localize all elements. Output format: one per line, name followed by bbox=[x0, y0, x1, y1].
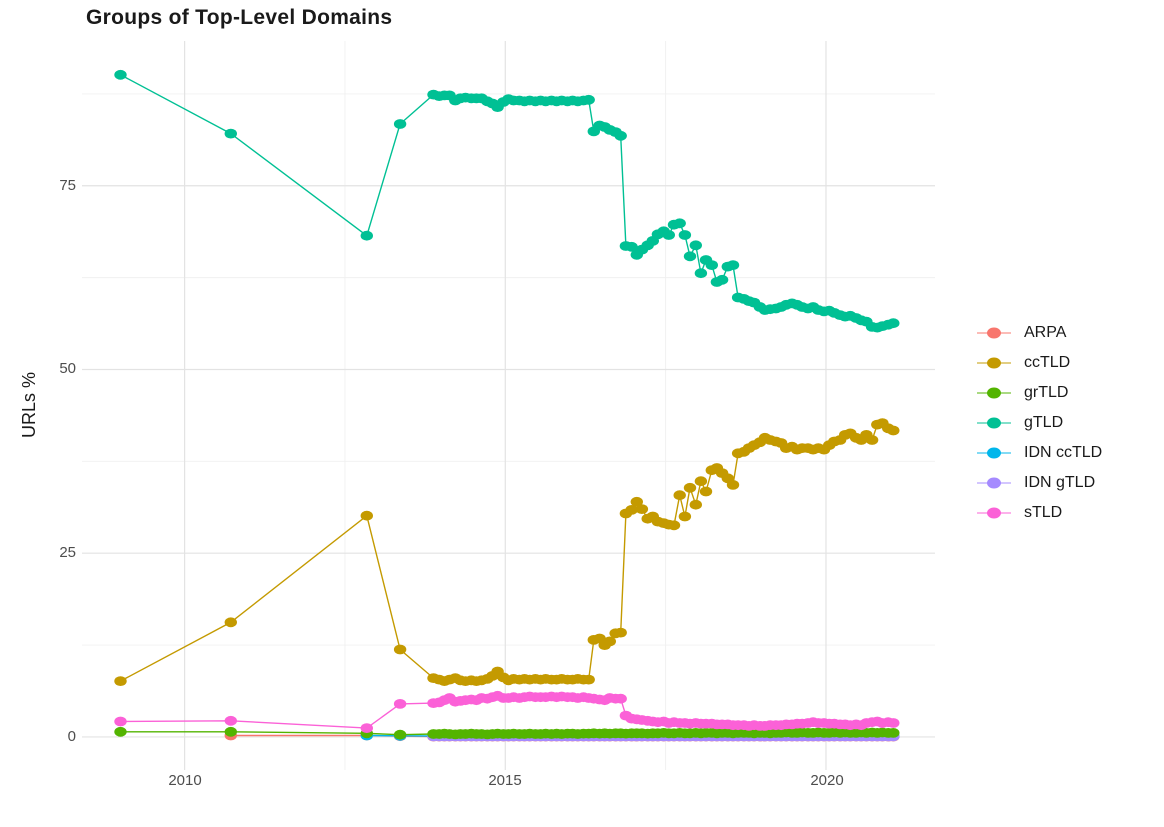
data-point bbox=[683, 251, 697, 262]
data-point bbox=[689, 240, 702, 251]
data-point bbox=[582, 674, 595, 685]
data-point bbox=[694, 476, 708, 487]
legend-key-icon bbox=[977, 327, 1011, 339]
legend-item-idn-cctld: IDN ccTLD bbox=[976, 438, 1102, 468]
data-point bbox=[614, 627, 627, 638]
data-point bbox=[625, 505, 638, 515]
data-point bbox=[715, 274, 729, 285]
data-point bbox=[224, 128, 237, 139]
data-point bbox=[683, 482, 697, 493]
data-point bbox=[224, 726, 237, 737]
data-point bbox=[635, 504, 649, 514]
legend: ARPA ccTLD grTLD gTLD IDN ccTLD IDN gTLD… bbox=[976, 318, 1102, 528]
chart-title: Groups of Top-Level Domains bbox=[86, 6, 393, 29]
y-tick-label: 75 bbox=[59, 177, 76, 194]
data-point bbox=[673, 490, 686, 501]
data-point bbox=[114, 676, 127, 686]
data-point bbox=[224, 617, 237, 628]
data-point bbox=[393, 729, 407, 740]
legend-item-idn-gtld: IDN gTLD bbox=[976, 468, 1102, 498]
data-point bbox=[614, 130, 627, 141]
data-point bbox=[887, 718, 900, 728]
x-tick-label: 2015 bbox=[488, 772, 522, 789]
data-point bbox=[360, 723, 373, 733]
data-point bbox=[625, 241, 638, 252]
series-line-gTLD bbox=[120, 74, 894, 329]
legend-label: sTLD bbox=[1024, 504, 1063, 521]
data-point bbox=[630, 496, 643, 507]
data-point bbox=[673, 218, 686, 229]
data-point bbox=[678, 230, 692, 240]
legend-item-grtld: grTLD bbox=[976, 378, 1102, 408]
legend-label: IDN ccTLD bbox=[1024, 444, 1103, 461]
legend-key-icon bbox=[977, 477, 1011, 489]
data-point bbox=[360, 510, 373, 521]
legend-label: ccTLD bbox=[1024, 354, 1071, 371]
data-point bbox=[689, 499, 702, 510]
data-point bbox=[360, 230, 373, 241]
data-point bbox=[887, 318, 900, 329]
data-point bbox=[114, 726, 127, 737]
data-point bbox=[705, 260, 718, 270]
y-tick-label: 0 bbox=[67, 728, 76, 745]
legend-label: ARPA bbox=[1024, 324, 1067, 341]
legend-key-icon bbox=[977, 357, 1011, 369]
data-point bbox=[887, 425, 900, 436]
legend-key-icon bbox=[977, 417, 1011, 429]
legend-item-gtld: gTLD bbox=[976, 408, 1102, 438]
data-point bbox=[393, 699, 407, 709]
legend-key-icon bbox=[977, 447, 1011, 459]
y-tick-label: 50 bbox=[59, 360, 76, 377]
legend-label: gTLD bbox=[1024, 414, 1064, 431]
legend-key-icon bbox=[977, 387, 1011, 399]
legend-label: IDN gTLD bbox=[1024, 474, 1096, 491]
data-point bbox=[224, 715, 237, 726]
data-point bbox=[393, 644, 407, 655]
data-point bbox=[614, 693, 627, 704]
data-point bbox=[114, 69, 127, 80]
data-point bbox=[114, 716, 127, 727]
data-point bbox=[603, 636, 616, 647]
data-point bbox=[582, 94, 595, 105]
x-tick-label: 2020 bbox=[810, 772, 844, 789]
data-point bbox=[678, 511, 692, 522]
data-point bbox=[662, 230, 675, 240]
legend-item-arpa: ARPA bbox=[976, 318, 1102, 348]
data-point bbox=[699, 486, 713, 497]
data-point bbox=[865, 435, 879, 445]
y-axis-title: URLs % bbox=[19, 372, 39, 439]
data-point bbox=[694, 268, 708, 279]
data-point bbox=[393, 119, 407, 129]
data-point bbox=[726, 480, 740, 490]
x-tick-label: 2010 bbox=[168, 772, 202, 789]
legend-key-icon bbox=[977, 507, 1011, 519]
legend-item-stld: sTLD bbox=[976, 498, 1102, 528]
y-tick-label: 25 bbox=[59, 544, 76, 561]
data-point bbox=[667, 520, 681, 531]
legend-label: grTLD bbox=[1024, 384, 1069, 401]
data-point bbox=[887, 728, 900, 738]
data-point bbox=[726, 260, 740, 270]
legend-item-cctld: ccTLD bbox=[976, 348, 1102, 378]
